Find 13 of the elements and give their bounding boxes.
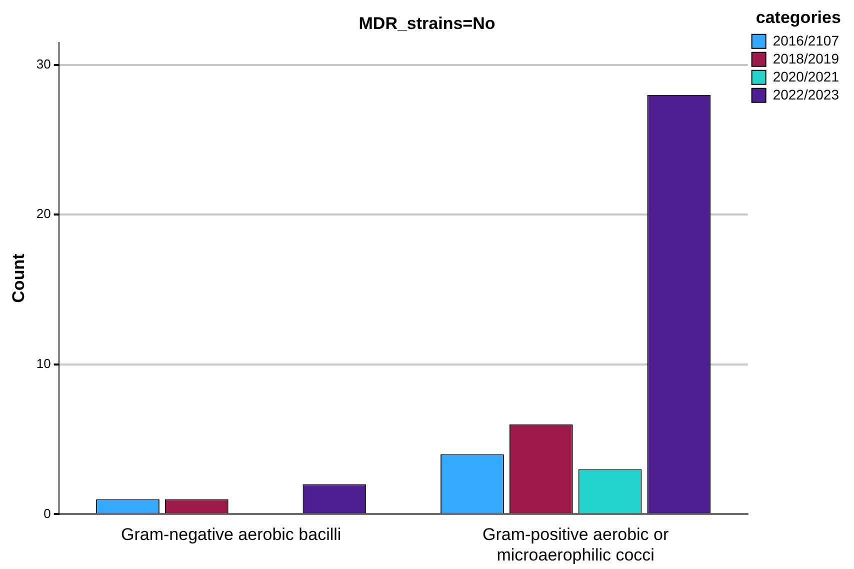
- chart-title: MDR_strains=No: [358, 14, 496, 33]
- legend-label: 2022/2023: [772, 86, 840, 102]
- legend-title: categories: [756, 8, 841, 28]
- y-axis-title: Count: [8, 253, 28, 303]
- y-tick-label: 20: [36, 206, 51, 222]
- legend-label: 2016/2107: [772, 32, 840, 48]
- x-tick-label: Gram-negative aerobic bacilli: [121, 525, 342, 544]
- legend-label: 2018/2019: [772, 50, 840, 66]
- y-tick-label: 10: [36, 356, 51, 371]
- y-tick-label: 30: [36, 56, 51, 72]
- legend-label: 2020/2021: [772, 68, 840, 84]
- x-tick-label: Gram-positive aerobic or microaerophilic cocci: [482, 525, 669, 564]
- y-tick-label: 0: [44, 506, 51, 521]
